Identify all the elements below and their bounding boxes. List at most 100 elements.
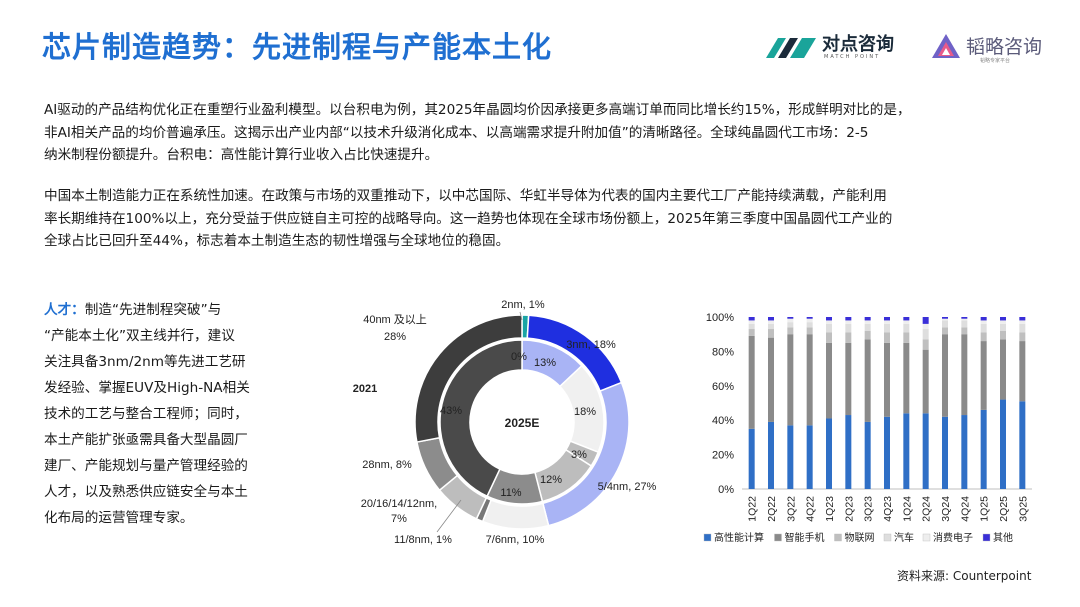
donut-leader-line [436, 499, 462, 533]
taolue-logo-name: 韬略咨询 [966, 36, 1043, 58]
bar-segment [903, 317, 910, 321]
bar-segment [768, 329, 774, 338]
matchpoint-logo: 对点咨询 MATCH POINT [764, 30, 904, 64]
donut-outer-slice [414, 314, 523, 443]
talent-line: 关注具备3nm/2nm等先进工艺研 [44, 354, 246, 370]
bar-segment [1000, 317, 1006, 321]
bar-segment [1000, 323, 1006, 331]
bar-segment [806, 322, 813, 328]
paragraph-line: 非AI相关产品的均价普遍承压。这揭示出产业内部“以技术升级消化成本、以高端需求提… [44, 124, 869, 141]
talent-line: 发经验、掌握EUV及High-NA相关 [44, 380, 250, 396]
bar-segment [922, 413, 929, 489]
bar-y-tick-label: 100% [706, 312, 734, 324]
bar-segment [845, 320, 852, 324]
bar-segment [884, 320, 890, 324]
talent-line: 人才，以及熟悉供应链安全与本土 [44, 484, 248, 500]
bar-segment [864, 320, 871, 324]
bar-segment [1019, 332, 1026, 342]
paragraph-line: 率长期维持在100%以上，充分受益于供应链自主可控的战略导向。这一趋势也体现在全… [44, 210, 893, 227]
bar-y-tick-label: 20% [712, 450, 734, 462]
bar-segment [845, 317, 852, 321]
donut-outer-label: 7/6nm, 10% [486, 534, 545, 546]
donut-outer-ring-label: 2021 [353, 383, 377, 395]
bar-segment [748, 320, 755, 324]
bar-segment [980, 323, 987, 333]
bar-x-tick-label: 3Q22 [785, 496, 797, 522]
bar-segment [787, 425, 794, 489]
donut-outer-label: 3nm, 18% [566, 339, 616, 351]
bar-segment [961, 320, 968, 328]
bar-segment [826, 418, 832, 489]
bar-segment [768, 323, 774, 330]
donut-outer-label: 28% [384, 331, 406, 343]
bar-x-tick-label: 2Q25 [998, 496, 1010, 522]
bar-segment [922, 329, 929, 340]
bar-segment [903, 323, 910, 333]
bar-segment [787, 317, 794, 319]
legend-label: 高性能计算 [714, 531, 764, 544]
bar-segment [922, 323, 929, 330]
bar-segment [980, 332, 987, 342]
bar-segment [961, 318, 968, 321]
donut-outer-label: 11/8nm, 1% [394, 534, 452, 546]
taolue-logo-icon [932, 34, 960, 58]
bar-y-tick-label: 0% [718, 484, 734, 496]
bar-segment [806, 425, 813, 489]
bar-segment [961, 327, 968, 335]
talent-line: 化布局的运营管理专家。 [44, 510, 194, 526]
donut-inner-label: 43% [440, 405, 462, 417]
bar-x-tick-label: 1Q22 [747, 496, 759, 522]
paragraph-line: 中国本土制造能力正在系统性加速。在政策与市场的双重推动下，以中芯国际、华虹半导体… [44, 188, 887, 204]
paragraph-localization: 中国本土制造能力正在系统性加速。在政策与市场的双重推动下，以中芯国际、华虹半导体… [44, 185, 892, 253]
bar-segment [826, 317, 832, 321]
bar-segment [1019, 401, 1026, 489]
bar-segment [864, 323, 871, 331]
bar-segment [748, 323, 755, 330]
donut-inner-label: 18% [574, 406, 596, 418]
legend-label: 其他 [993, 531, 1013, 544]
bar-segment [922, 349, 929, 414]
bar-segment [980, 320, 987, 324]
donut-outer-label: 28nm, 8% [362, 459, 412, 471]
bar-segment [980, 409, 987, 489]
bar-segment [942, 317, 948, 319]
paragraph-line: AI驱动的产品结构优化正在重塑行业盈利模型。以台积电为例，其2025年晶圆均价因… [44, 102, 911, 118]
bar-segment [768, 320, 774, 324]
talent-line: 技术的工艺与整合工程师；同时， [44, 406, 248, 422]
talent-label: 人才： [44, 302, 85, 318]
bar-segment [922, 317, 929, 324]
bar-segment [826, 342, 832, 419]
bar-segment [806, 318, 813, 323]
bar-segment [826, 320, 832, 324]
bar-segment [884, 317, 890, 321]
bar-segment [1000, 320, 1006, 324]
bar-segment [787, 327, 794, 335]
donut-outer-label: 7% [391, 513, 407, 525]
legend-swatch [703, 533, 712, 542]
bar-segment [961, 317, 968, 319]
bar-segment [787, 318, 794, 323]
donut-inner-label: 11% [500, 487, 521, 499]
donut-outer-label: 5/4nm, 27% [598, 481, 657, 493]
bar-segment [903, 342, 910, 414]
bar-segment [1000, 339, 1006, 400]
legend-label: 智能手机 [785, 531, 825, 544]
bar-x-tick-label: 1Q25 [979, 496, 991, 522]
application-share-bar-chart: 0% 20% 40% 60% 80% 100% 1Q22 2Q22 3Q22 4Q22 1Q23 2Q… [703, 312, 1032, 544]
donut-leader-line [519, 311, 523, 321]
bar-x-tick-label: 2Q24 [921, 496, 933, 522]
bar-y-tick-label: 40% [712, 415, 734, 427]
bar-segment [845, 342, 852, 416]
bar-segment [768, 317, 774, 321]
talent-line: “产能本土化”双主线并行，建议 [44, 328, 235, 344]
legend-swatch [834, 533, 842, 542]
legend-swatch [883, 533, 892, 542]
donut-outer-label: 2nm, 1% [501, 300, 545, 311]
bar-segment [942, 327, 948, 335]
bar-x-tick-label: 3Q25 [1017, 496, 1029, 522]
bar-x-tick-label: 2Q23 [843, 496, 855, 522]
bar-segment [961, 334, 968, 416]
legend-swatch [922, 533, 931, 542]
taolue-logo: 韬略咨询 韬略专家平台 [930, 28, 1050, 66]
bar-segment [980, 317, 987, 321]
